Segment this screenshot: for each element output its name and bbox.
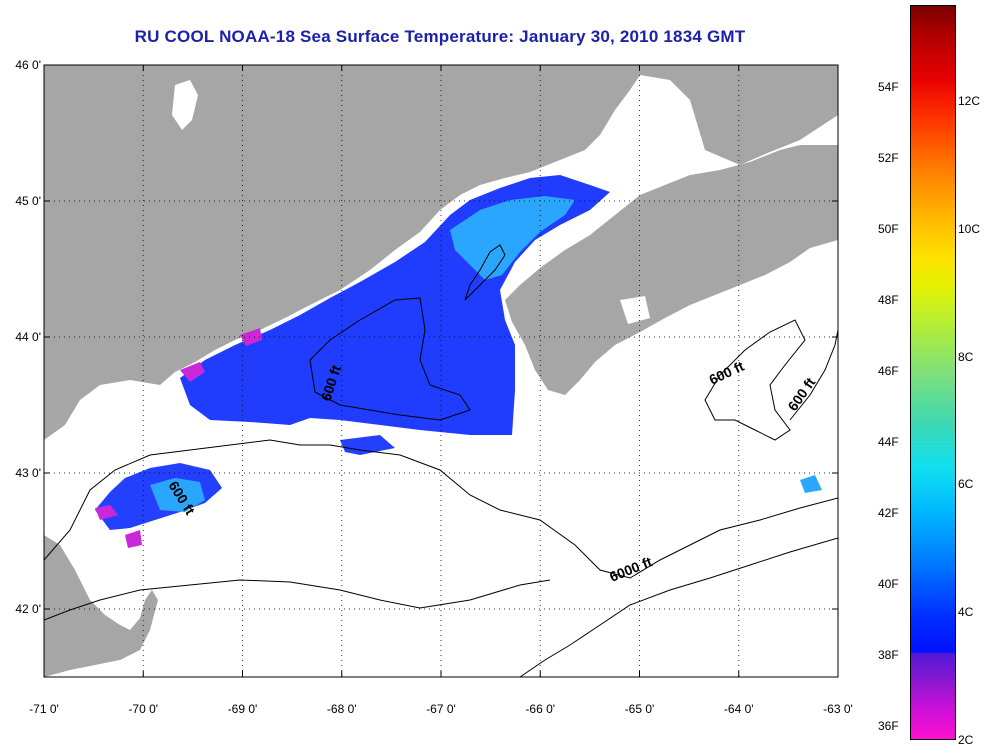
colorbar-label-f: 40F <box>878 576 899 591</box>
contour-600ft-georges <box>44 579 551 621</box>
colorbar-label-f: 42F <box>878 505 899 520</box>
colorbar-label-f: 50F <box>878 221 899 236</box>
lat-tick-label: 42 0' <box>15 602 41 616</box>
lat-tick-label: 45 0' <box>15 194 41 208</box>
colorbar-label-c: 6C <box>958 477 974 492</box>
contour-600ft-basin <box>309 297 471 421</box>
cloud-over-land <box>615 140 710 180</box>
colorbar-label-f: 46F <box>878 363 899 378</box>
colorbar <box>910 5 956 740</box>
colorbar-label-f: 52F <box>878 150 899 165</box>
contour-fundy <box>464 244 506 301</box>
lon-tick-label: -66 0' <box>525 702 555 716</box>
colorbar-label-c: 4C <box>958 605 974 620</box>
cloud-over-land <box>172 80 198 130</box>
colorbar-label-c: 8C <box>958 349 974 364</box>
cloud-over-land <box>620 296 650 324</box>
contour-6000ft <box>519 537 838 677</box>
contour-600ft-scotian-east <box>789 329 838 421</box>
lon-tick-label: -63 0' <box>823 702 853 716</box>
sst-massachusetts-bay-cool <box>150 478 205 512</box>
lon-tick-label: -64 0' <box>724 702 754 716</box>
lon-tick-label: -68 0' <box>327 702 357 716</box>
colorbar-label-f: 48F <box>878 292 899 307</box>
map-title: RU COOL NOAA-18 Sea Surface Temperature:… <box>134 27 746 46</box>
contour-600ft-nearshore <box>44 439 838 579</box>
sst-fragment <box>800 475 822 493</box>
contour-600ft-scotian <box>704 319 806 441</box>
colorbar-gradient <box>910 5 956 740</box>
sst-coldest-coastal <box>125 530 142 548</box>
colorbar-label-c: 10C <box>958 221 981 236</box>
colorbar-label-c: 2C <box>958 733 974 747</box>
sst-coldest-coastal <box>95 505 118 520</box>
colorbar-label-f: 44F <box>878 434 899 449</box>
colorbar-label-c: 12C <box>958 93 981 108</box>
lat-tick-label: 46 0' <box>15 58 41 72</box>
sst-fragment <box>340 435 395 455</box>
sst-coldest-coastal <box>180 362 205 382</box>
colorbar-label-f: 38F <box>878 647 899 662</box>
lon-tick-label: -71 0' <box>29 702 59 716</box>
lat-tick-label: 44 0' <box>15 330 41 344</box>
lat-tick-label: 43 0' <box>15 466 41 480</box>
lon-tick-label: -69 0' <box>228 702 258 716</box>
axis-ticks: -71 0' -70 0' -69 0' -68 0' -67 0' -66 0' -65 … <box>15 58 852 716</box>
sst-coldest-coastal <box>240 328 262 346</box>
colorbar-label-f: 36F <box>878 718 899 733</box>
lon-tick-label: -65 0' <box>625 702 655 716</box>
sst-bay-of-fundy <box>450 196 575 280</box>
land-cape-cod <box>44 535 158 677</box>
land-nova-scotia <box>505 145 838 395</box>
lon-tick-label: -67 0' <box>426 702 456 716</box>
land-maine-newbrunswick <box>44 65 838 440</box>
bathymetry-contours <box>44 244 838 677</box>
colorbar-label-f: 54F <box>878 79 899 94</box>
lon-tick-label: -70 0' <box>128 702 158 716</box>
